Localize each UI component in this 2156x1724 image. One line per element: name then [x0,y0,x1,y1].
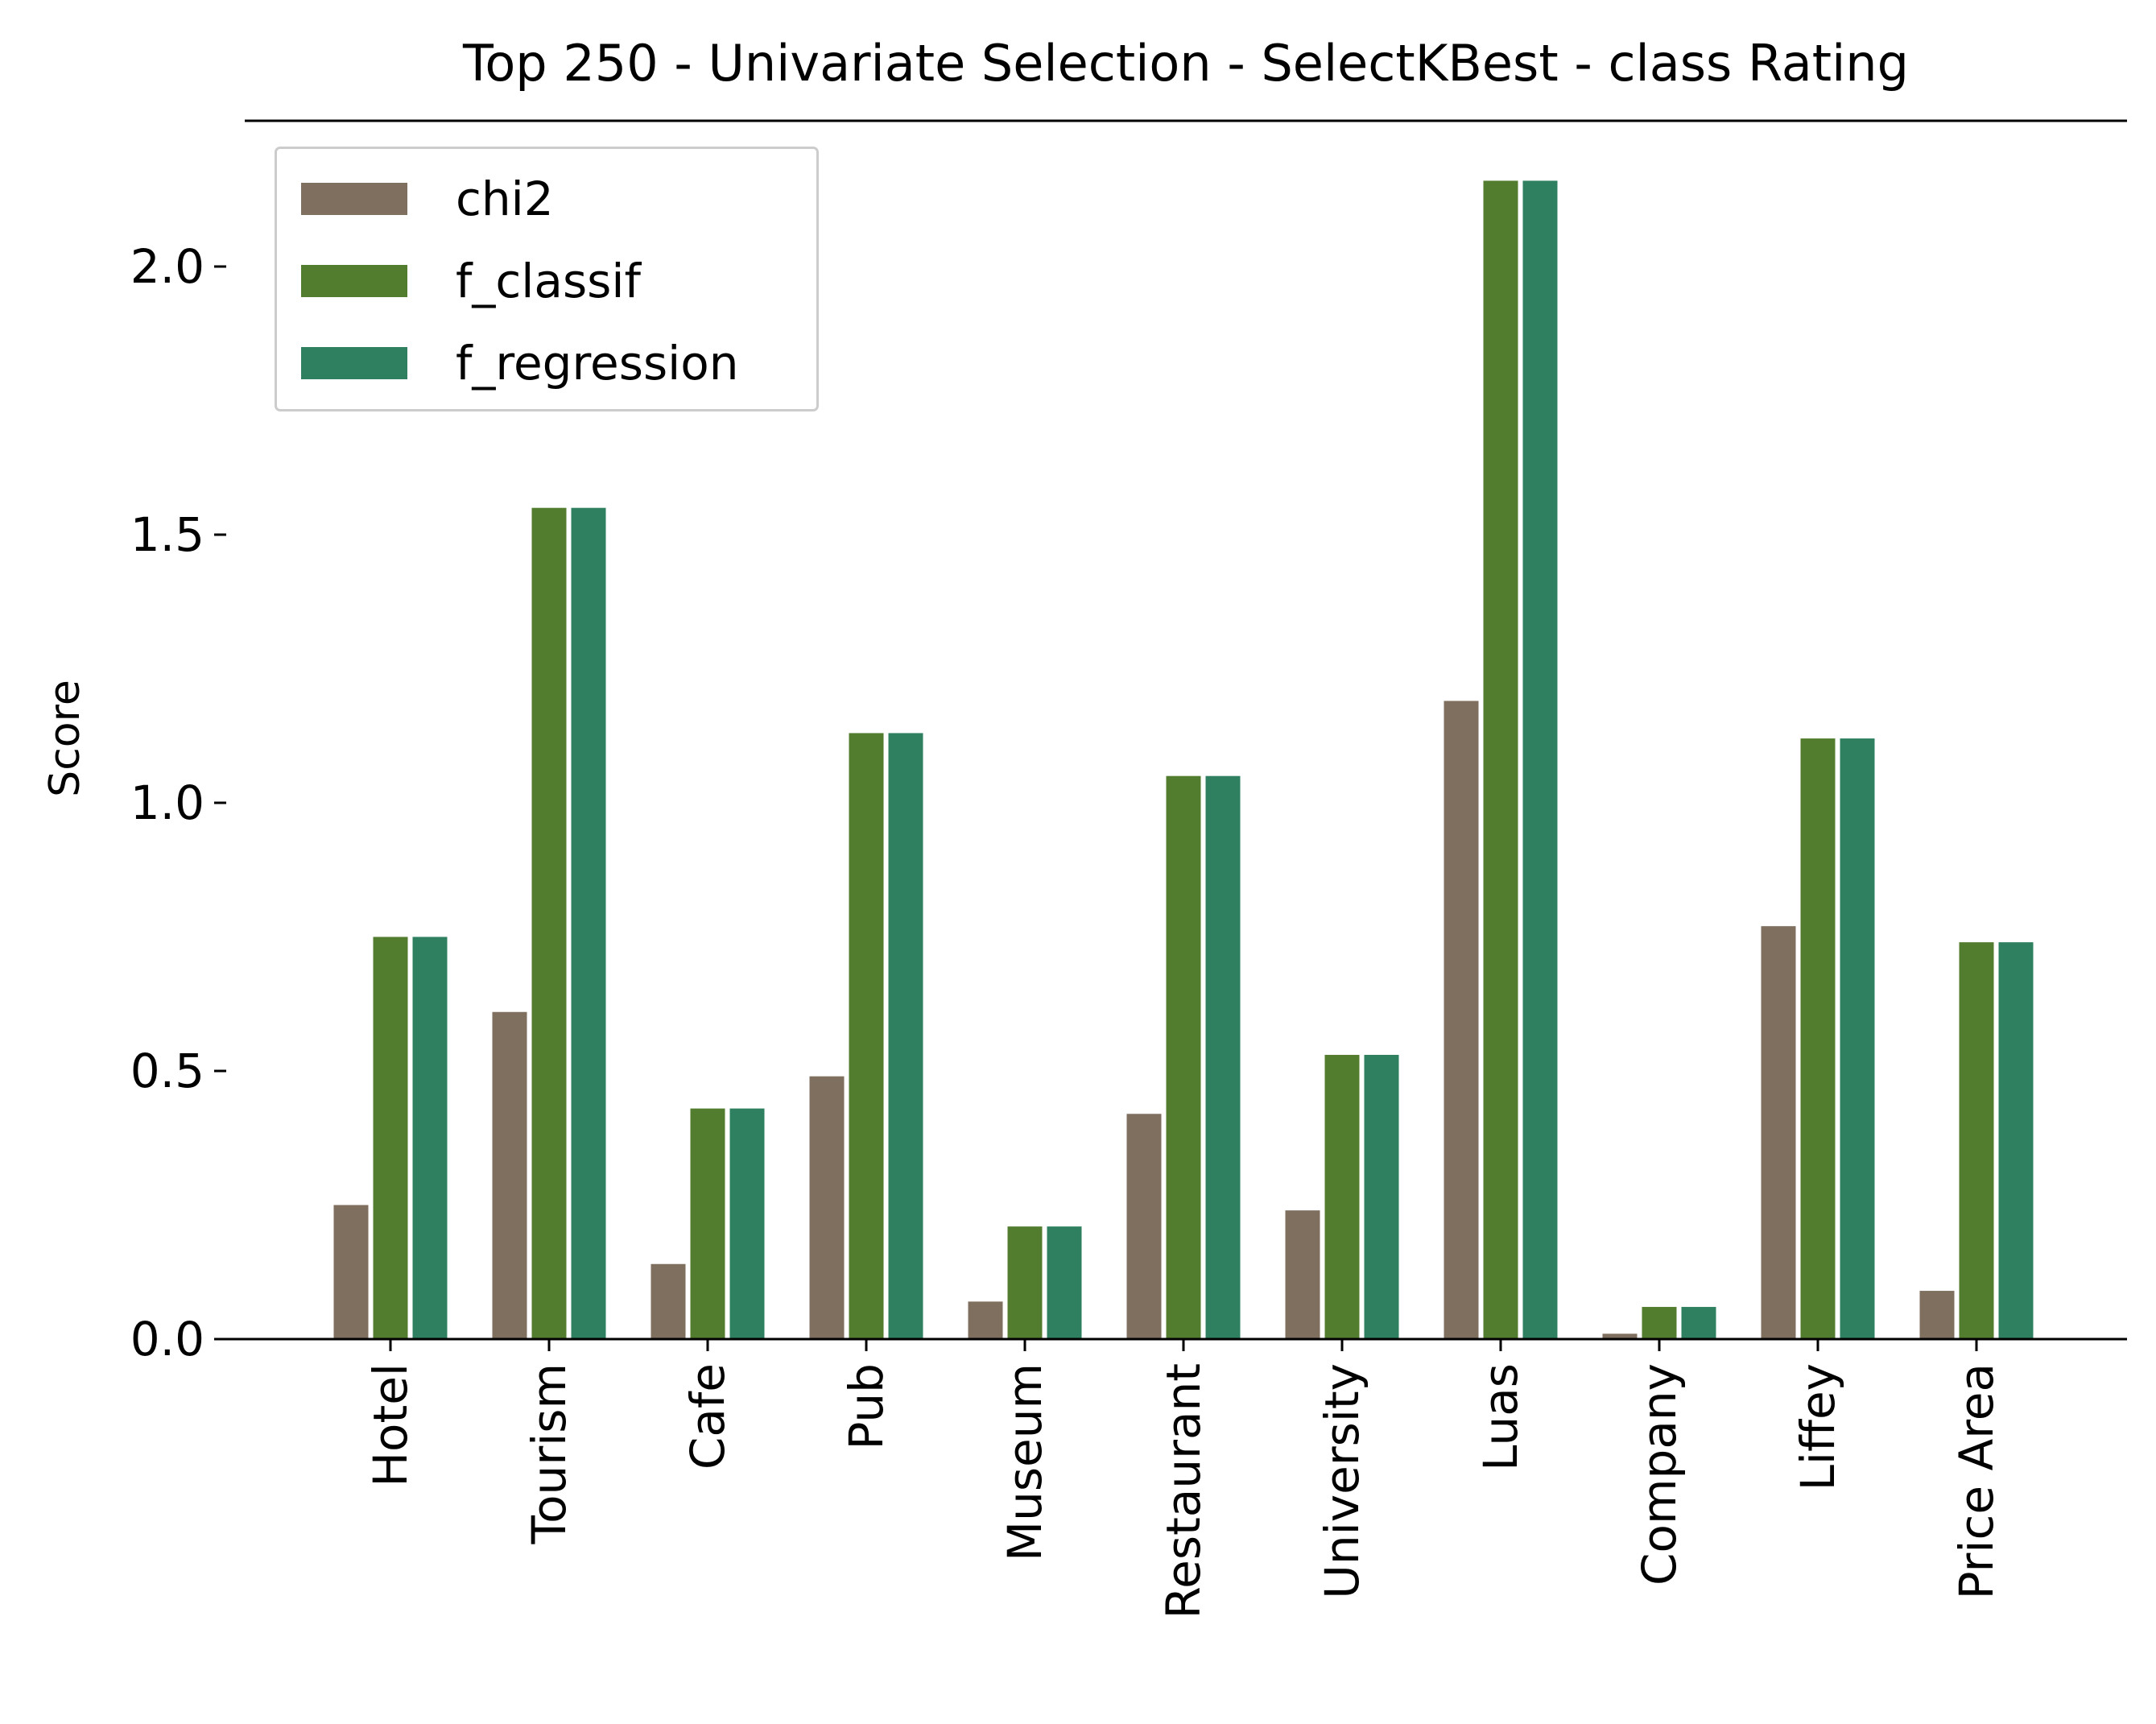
x-tick-label: Pub [839,1363,894,1450]
y-axis-ticks: 0.0 0.5 1.0 1.5 2.0 [130,239,226,1366]
bar-f-classif-price-area [1959,942,1994,1339]
bar-f-regression-restaurant [1205,775,1241,1339]
bar-f-classif-tourism [531,507,567,1340]
x-tick-label: Company [1632,1363,1687,1586]
chart-title: Top 250 - Univariate Selection - SelectK… [462,34,1909,93]
legend-swatch-f-classif [301,265,407,297]
legend: chi2 f_classif f_regression [275,147,819,411]
bar-f-regression-university [1364,1055,1399,1339]
legend-label-f-regression: f_regression [456,336,739,391]
bar-chi2-hotel [333,1205,369,1339]
x-tick-label: Price Area [1949,1363,2004,1599]
bar-chi2-tourism [492,1011,527,1339]
legend-label-f-classif: f_classif [456,254,641,308]
bar-f-classif-restaurant [1166,775,1201,1339]
bar-f-classif-university [1324,1055,1360,1339]
bar-f-regression-luas [1522,180,1558,1340]
bar-f-classif-luas [1483,180,1518,1340]
bar-f-regression-tourism [571,507,606,1340]
legend-item-f-regression: f_regression [301,336,739,391]
y-axis-label: Score [41,680,89,797]
bar-chi2-cafe [651,1263,686,1339]
legend-swatch-chi2 [301,183,407,215]
bar-f-classif-hotel [373,936,408,1339]
legend-label-chi2: chi2 [456,172,554,226]
x-tick-label: Liffey [1790,1363,1845,1490]
bar-chi2-price-area [1919,1291,1955,1339]
x-tick-label: Cafe [680,1363,735,1470]
bar-chi2-university [1285,1210,1320,1339]
bar-chi2-luas [1444,701,1479,1339]
y-tick-label: 0.0 [130,1312,204,1366]
y-tick-label: 1.0 [130,775,204,830]
bar-chi2-company [1602,1333,1638,1339]
y-tick-label: 2.0 [130,239,204,294]
bar-f-classif-pub [849,733,884,1339]
legend-item-chi2: chi2 [301,172,554,226]
x-tick-label: Luas [1473,1363,1528,1471]
bar-f-regression-pub [888,733,923,1339]
bar-f-regression-company [1681,1307,1716,1339]
x-tick-label: Restaurant [1156,1363,1211,1619]
bar-f-classif-museum [1007,1226,1043,1339]
bar-f-regression-hotel [412,936,448,1339]
bar-chi2-museum [968,1301,1003,1339]
bar-f-regression-cafe [729,1108,765,1339]
bar-f-regression-price-area [1998,942,2034,1339]
x-tick-label: Museum [997,1363,1052,1561]
bar-f-classif-liffey [1800,738,1836,1339]
bar-chi2-liffey [1761,926,1796,1339]
x-tick-label: Tourism [522,1363,576,1545]
y-tick-label: 0.5 [130,1044,204,1098]
bar-f-classif-company [1642,1307,1677,1339]
bar-f-classif-cafe [690,1108,725,1339]
legend-item-f-classif: f_classif [301,254,641,308]
x-tick-label: University [1315,1363,1369,1599]
x-tick-label: Hotel [363,1363,418,1487]
bar-f-regression-liffey [1840,738,1875,1339]
bar-f-regression-museum [1047,1226,1082,1339]
bar-chi2-restaurant [1126,1114,1162,1339]
bars [333,180,2034,1340]
legend-swatch-f-regression [301,347,407,379]
bar-chi2-pub [809,1076,845,1339]
y-tick-label: 1.5 [130,507,204,562]
x-axis-ticks: Hotel Tourism Cafe Pub Museum Restaurant Unive… [363,1339,2004,1619]
